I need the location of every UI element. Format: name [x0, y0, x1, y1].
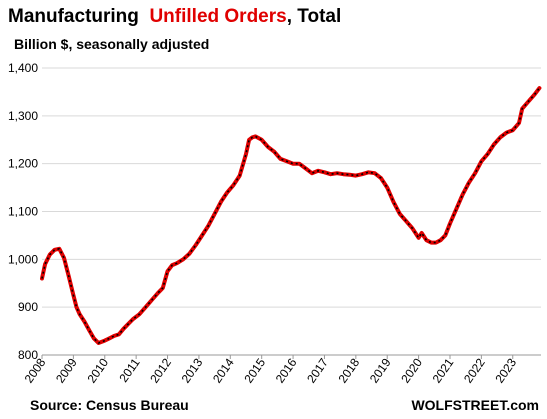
grid-lines [42, 67, 541, 356]
x-tick-label: 2016 [273, 355, 300, 385]
source-label: Source: Census Bureau [30, 397, 189, 413]
y-axis: 800 900 1,000 1,100 1,200 1,300 1,400 [8, 61, 38, 362]
x-tick-label: 2015 [241, 355, 268, 385]
x-tick-label: 2021 [430, 355, 457, 385]
x-tick-label: 2012 [147, 355, 174, 385]
y-tick-label: 1,000 [8, 252, 38, 266]
brand-label: WOLFSTREET.com [411, 397, 539, 413]
x-tick-label: 2017 [304, 355, 331, 385]
x-tick-label: 2020 [398, 355, 425, 385]
x-axis: 2008 2009 2010 2011 2012 2013 2014 2015 2016 2017… [22, 354, 541, 386]
x-tick-label: 2022 [461, 355, 488, 385]
x-tick-label: 2013 [179, 355, 206, 385]
series-line [40, 86, 542, 345]
y-tick-label: 1,300 [8, 109, 38, 123]
series-group [40, 86, 542, 345]
chart-title: Manufacturing Unfilled Orders, Total [8, 6, 341, 28]
x-tick-label: 2011 [116, 355, 142, 384]
x-tick-label: 2018 [336, 355, 363, 385]
chart-subtitle: Billion $, seasonally adjusted [14, 36, 210, 52]
title-part-3: , Total [286, 6, 342, 27]
title-part-1: Manufacturing [8, 6, 139, 27]
y-tick-label: 800 [18, 348, 38, 362]
series-line-dots [41, 87, 541, 344]
x-tick-label: 2009 [53, 355, 80, 385]
y-tick-label: 1,100 [8, 205, 38, 219]
title-part-2: Unfilled Orders [149, 6, 287, 27]
x-tick-label: 2010 [84, 355, 111, 385]
x-tick-label: 2023 [492, 355, 519, 385]
y-tick-label: 900 [18, 300, 38, 314]
y-tick-label: 1,400 [8, 61, 38, 75]
y-tick-label: 1,200 [8, 157, 38, 171]
x-tick-label: 2019 [367, 355, 394, 385]
x-tick-label: 2014 [210, 355, 237, 385]
